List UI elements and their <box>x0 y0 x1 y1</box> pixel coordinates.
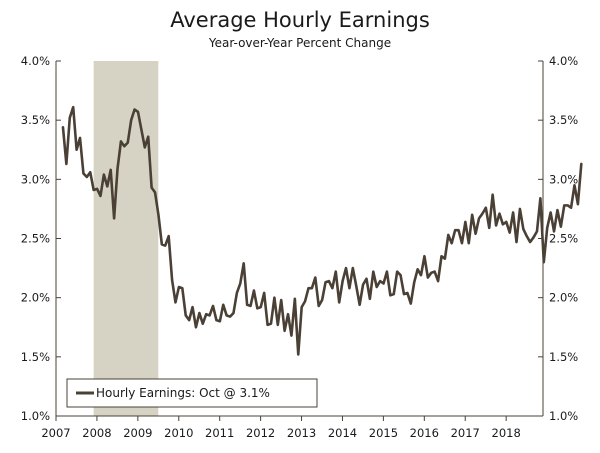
y-tick-label-left: 2.5% <box>21 232 50 246</box>
series-line-hourly-earnings <box>61 105 583 356</box>
y-tick-label-left: 1.0% <box>21 409 50 423</box>
y-tick-label-right: 2.5% <box>549 232 578 246</box>
y-tick-label-right: 3.5% <box>549 113 578 127</box>
y-tick-label-right: 3.0% <box>549 172 578 186</box>
y-tick-label-left: 2.0% <box>21 291 50 305</box>
y-tick-label-left: 4.0% <box>21 54 50 68</box>
y-tick-label-right: 2.0% <box>549 291 578 305</box>
legend: Hourly Earnings: Oct @ 3.1% <box>66 378 318 408</box>
x-tick-label: 2007 <box>41 426 70 440</box>
recession-shading <box>93 61 159 416</box>
legend-box <box>66 378 318 408</box>
y-tick-label-right: 1.5% <box>549 350 578 364</box>
chart-title: Average Hourly Earnings <box>170 8 430 32</box>
y-tick-label-right: 4.0% <box>549 54 578 68</box>
x-tick-label: 2016 <box>410 426 439 440</box>
x-tick-label: 2009 <box>123 426 152 440</box>
y-tick-label-right: 1.0% <box>549 409 578 423</box>
x-tick-label: 2010 <box>164 426 193 440</box>
x-tick-label: 2017 <box>451 426 480 440</box>
x-tick-label: 2008 <box>82 426 111 440</box>
x-tick-label: 2012 <box>246 426 275 440</box>
y-tick-label-left: 1.5% <box>21 350 50 364</box>
y-tick-label-left: 3.5% <box>21 113 50 127</box>
y-tick-label-left: 3.0% <box>21 172 50 186</box>
x-tick-label: 2011 <box>205 426 234 440</box>
x-tick-label: 2014 <box>328 426 357 440</box>
chart-subtitle: Year-over-Year Percent Change <box>208 36 392 50</box>
x-tick-label: 2015 <box>369 426 398 440</box>
x-tick-label: 2013 <box>287 426 316 440</box>
legend-label-hourly-earnings: Hourly Earnings: Oct @ 3.1% <box>96 386 270 400</box>
x-tick-label: 2018 <box>492 426 521 440</box>
